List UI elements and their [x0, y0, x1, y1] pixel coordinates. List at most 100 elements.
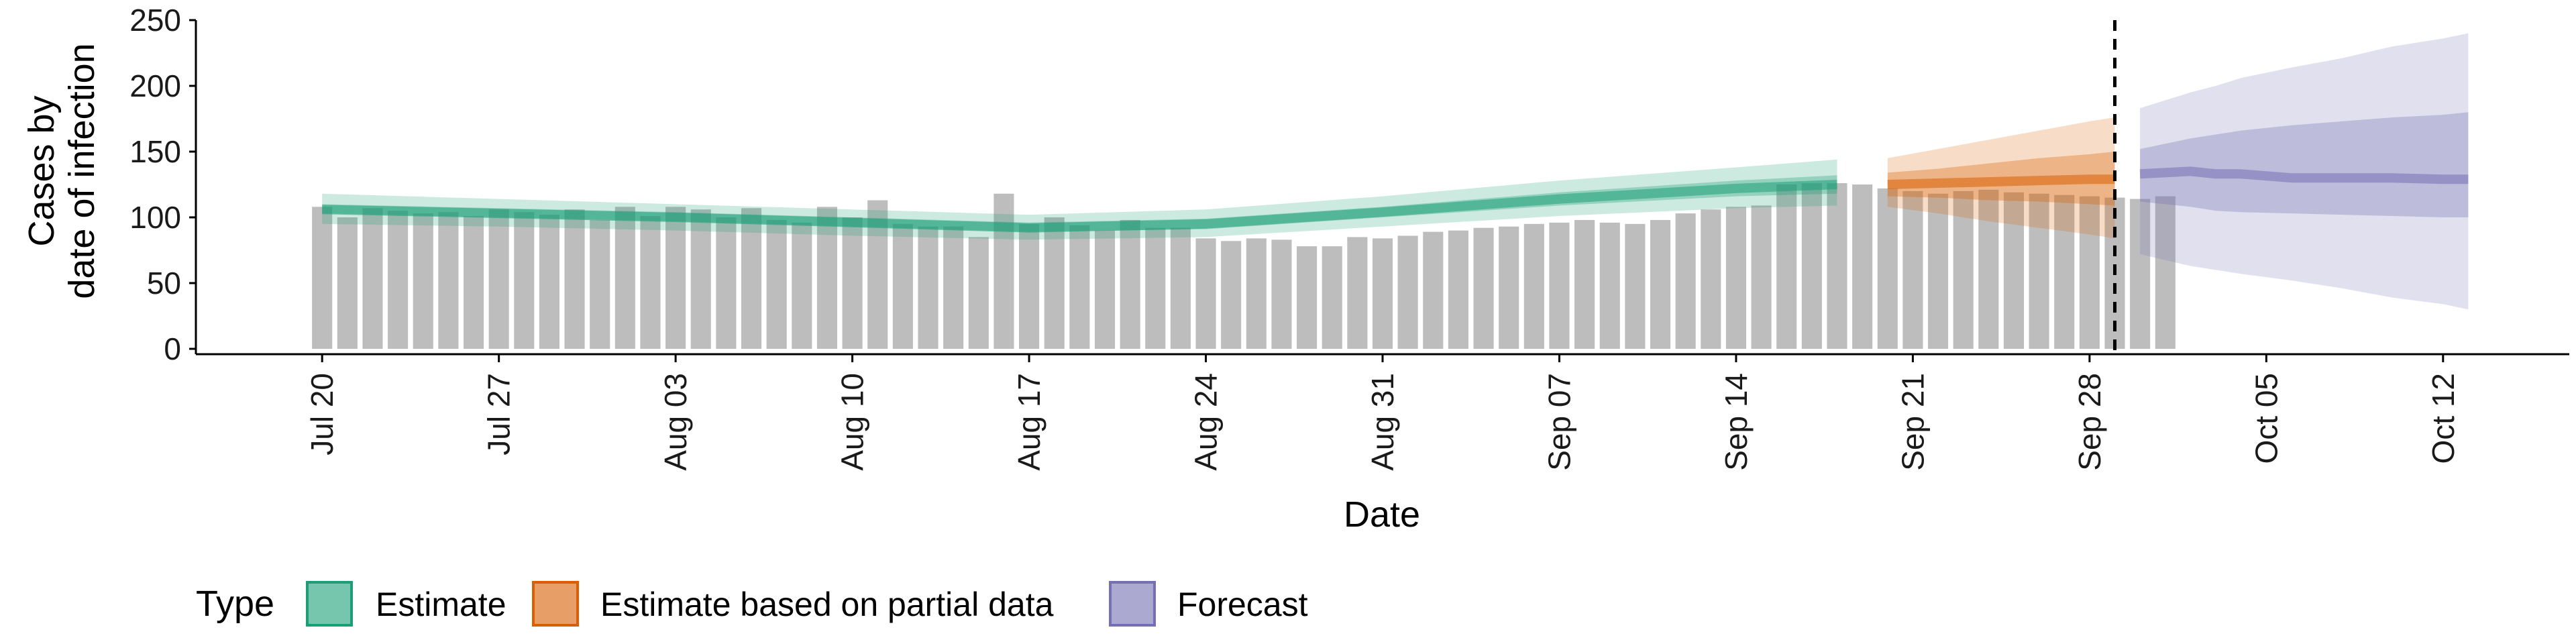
x-tick-label: Aug 31 — [1365, 373, 1400, 471]
bar — [792, 222, 812, 349]
bar — [564, 209, 585, 349]
bar — [640, 216, 661, 349]
x-axis-title: Date — [1344, 494, 1420, 535]
bar — [312, 207, 333, 349]
bar — [2029, 193, 2049, 349]
bar — [413, 213, 433, 349]
bar — [590, 219, 610, 349]
ribbon-inner — [2140, 112, 2469, 217]
legend-key — [306, 581, 353, 627]
bar — [337, 217, 358, 349]
bar — [2054, 195, 2075, 349]
x-tick-label: Jul 20 — [305, 373, 339, 455]
bar — [1801, 183, 1822, 349]
y-axis-title-line1: Cases by — [21, 95, 62, 246]
bar — [1927, 193, 1949, 349]
x-tick-label: Oct 12 — [2426, 373, 2461, 464]
bar — [1221, 241, 1242, 349]
y-tick-label: 0 — [164, 331, 181, 366]
bar — [438, 212, 459, 349]
bar — [1094, 230, 1116, 349]
bar — [1069, 225, 1090, 349]
x-tick-label: Sep 28 — [2072, 373, 2107, 471]
x-tick-label: Jul 27 — [482, 373, 517, 455]
bar — [1725, 207, 1746, 349]
bar — [1271, 239, 1292, 349]
y-tick-label: 50 — [147, 266, 181, 301]
bar — [690, 209, 711, 349]
median-line — [322, 180, 1837, 233]
bar — [362, 208, 383, 349]
bar — [918, 226, 938, 349]
legend-items: Estimate Estimate based on partial data Fo… — [306, 581, 1308, 627]
bar — [716, 217, 737, 349]
bar — [388, 211, 409, 349]
median-line — [2139, 166, 2469, 184]
bar — [1599, 222, 1620, 349]
bar — [1574, 219, 1595, 349]
x-tick-label: Sep 21 — [1895, 373, 1930, 471]
ribbon-outer — [2140, 33, 2469, 310]
bars — [312, 183, 2176, 349]
bar — [1852, 184, 1873, 349]
bar — [1675, 213, 1696, 349]
legend: Type Estimate Estimate based on partial d… — [196, 581, 1308, 627]
bar — [1523, 223, 1544, 349]
bar — [514, 212, 535, 349]
plot-area — [312, 20, 2469, 353]
y-tick-label: 250 — [129, 3, 181, 38]
bar — [1170, 227, 1191, 349]
bar — [2130, 199, 2151, 349]
bar — [968, 237, 989, 349]
bar — [766, 219, 787, 349]
bar — [2155, 196, 2176, 349]
bar — [1625, 223, 1646, 349]
legend-label: Forecast — [1177, 586, 1308, 623]
x-tick-label: Aug 10 — [835, 373, 870, 471]
bar — [1776, 184, 1797, 349]
y-axis-title-line2: date of infection — [62, 43, 102, 299]
legend-key — [1109, 581, 1156, 627]
bar — [1044, 217, 1065, 349]
bar — [1019, 223, 1040, 349]
bar — [741, 208, 762, 349]
bar — [1978, 189, 1999, 349]
bar — [1246, 238, 1267, 349]
x-tick-label: Aug 17 — [1012, 373, 1046, 471]
bar — [463, 216, 484, 349]
bar — [488, 209, 509, 349]
y-tick-label: 150 — [129, 134, 181, 169]
legend-title: Type — [196, 584, 274, 624]
bar — [1953, 191, 1974, 349]
bar — [1397, 235, 1418, 349]
bar — [1549, 222, 1570, 349]
median-line — [1887, 174, 2115, 189]
bar — [665, 207, 686, 349]
bar — [1827, 183, 1847, 349]
bar — [816, 207, 838, 349]
bar — [2079, 196, 2100, 349]
x-tick-label: Sep 14 — [1719, 373, 1754, 471]
bar — [1372, 238, 1393, 349]
bar — [2003, 192, 2025, 349]
y-axis: 0 50 100 150 200 250 — [129, 3, 197, 366]
bar — [1701, 209, 1721, 349]
y-ticks: 0 50 100 150 200 250 — [129, 3, 196, 366]
x-ticks: Jul 20 Jul 27 Aug 03 Aug 10 Aug 17 Aug 24 Aug … — [305, 354, 2461, 471]
x-tick-label: Oct 05 — [2249, 373, 2284, 464]
median-lines — [322, 166, 2469, 233]
x-axis: Jul 20 Jul 27 Aug 03 Aug 10 Aug 17 Aug 24 Aug … — [196, 353, 2569, 471]
legend-label: Estimate — [376, 586, 506, 623]
bar — [1902, 191, 1923, 349]
bar — [1877, 188, 1898, 349]
bar — [892, 223, 913, 349]
bar — [1347, 237, 1368, 349]
bar — [994, 193, 1014, 349]
bar — [1120, 219, 1140, 349]
x-tick-label: Aug 24 — [1189, 373, 1224, 471]
bar — [1473, 227, 1494, 349]
legend-label: Estimate based on partial data — [600, 586, 1054, 623]
bar — [1195, 238, 1216, 349]
y-tick-label: 100 — [129, 200, 181, 235]
